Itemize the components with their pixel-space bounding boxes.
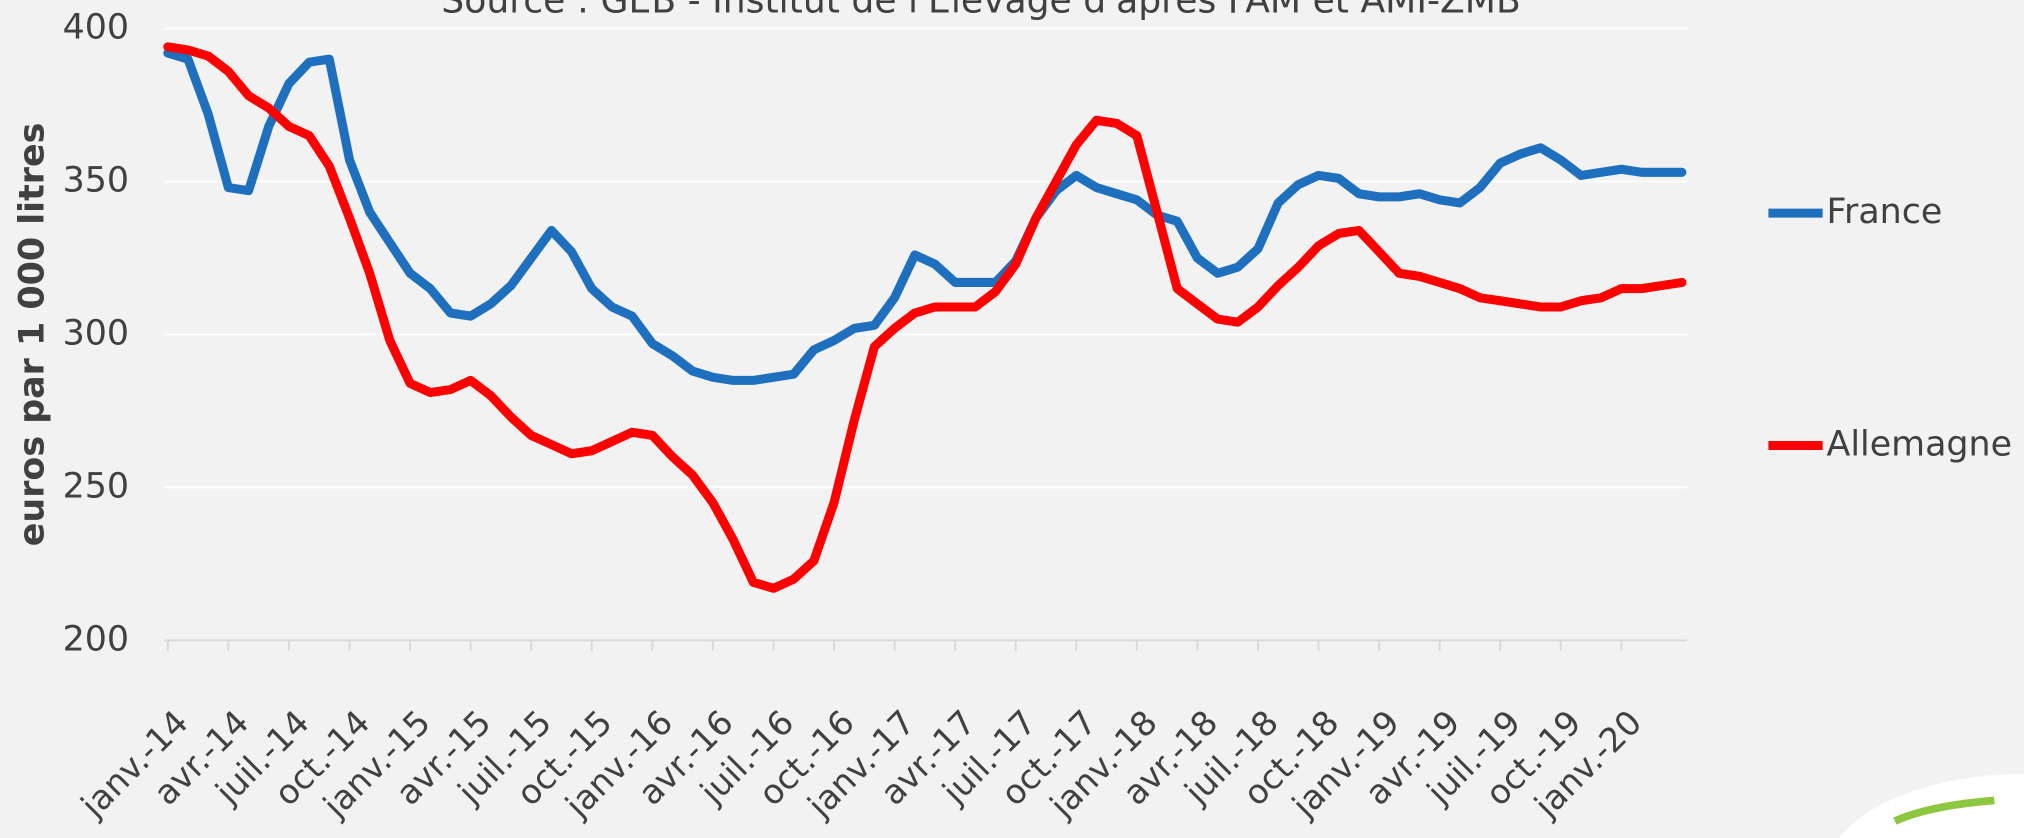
legend-label: Allemagne <box>1827 424 2013 464</box>
y-tick-label: 400 <box>63 8 130 48</box>
legend-label: France <box>1827 192 1943 232</box>
y-axis-label: euros par 1 000 litres <box>13 123 53 547</box>
y-tick-label: 200 <box>63 619 130 659</box>
y-tick-label: 350 <box>63 160 130 200</box>
chart-subtitle: Source : GEB - Institut de l'Elevage d'a… <box>441 0 1520 22</box>
line-series <box>163 48 1687 385</box>
y-tick-label: 300 <box>63 313 130 353</box>
logo-swoosh <box>1893 796 1995 825</box>
y-tick-label: 250 <box>63 466 130 506</box>
line-series <box>163 42 1687 593</box>
